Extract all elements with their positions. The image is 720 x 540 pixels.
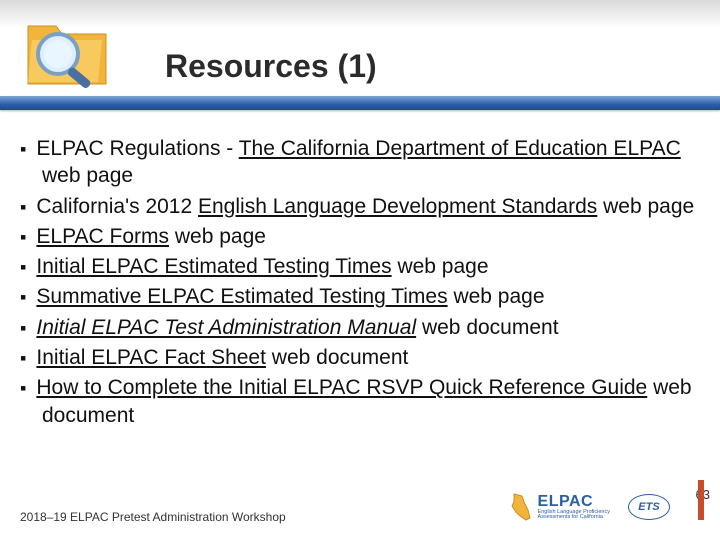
slide-title: Resources (1) — [165, 48, 377, 85]
list-item: Initial ELPAC Estimated Testing Times we… — [20, 253, 700, 280]
resource-link[interactable]: Summative ELPAC Estimated Testing Times — [36, 285, 447, 308]
list-item: Summative ELPAC Estimated Testing Times … — [20, 283, 700, 310]
list-item: Initial ELPAC Fact Sheet web document — [20, 344, 700, 371]
content-area: ELPAC Regulations - The California Depar… — [20, 135, 700, 432]
ets-logo: ETS — [628, 494, 670, 520]
elpac-logo: ELPAC English Language Proficiency Asses… — [508, 492, 610, 522]
california-icon — [508, 492, 534, 522]
list-item: California's 2012 English Language Devel… — [20, 193, 700, 220]
folder-magnifier-icon — [18, 8, 118, 98]
list-item: ELPAC Forms web page — [20, 223, 700, 250]
resource-link[interactable]: Initial ELPAC Estimated Testing Times — [36, 255, 391, 278]
elpac-logo-sub2: Assessments for California — [538, 515, 610, 521]
resource-link[interactable]: Initial ELPAC Fact Sheet — [36, 346, 266, 369]
footer-logos: ELPAC English Language Proficiency Asses… — [508, 492, 670, 522]
resource-link[interactable]: ELPAC Forms — [36, 225, 169, 248]
footer-accent — [698, 480, 704, 520]
list-item: ELPAC Regulations - The California Depar… — [20, 135, 700, 190]
ets-logo-text: ETS — [638, 501, 659, 513]
slide-header: Resources (1) — [0, 0, 720, 110]
resource-link[interactable]: How to Complete the Initial ELPAC RSVP Q… — [36, 376, 647, 399]
resources-list: ELPAC Regulations - The California Depar… — [20, 135, 700, 429]
footer-text: 2018–19 ELPAC Pretest Administration Wor… — [20, 510, 286, 524]
elpac-logo-text: ELPAC — [538, 494, 610, 510]
header-bar — [0, 96, 720, 110]
resource-link[interactable]: The California Department of Education E… — [239, 137, 681, 160]
resource-link[interactable]: Initial ELPAC Test Administration Manual — [36, 316, 416, 339]
list-item: Initial ELPAC Test Administration Manual… — [20, 314, 700, 341]
list-item: How to Complete the Initial ELPAC RSVP Q… — [20, 374, 700, 429]
slide-footer: 2018–19 ELPAC Pretest Administration Wor… — [20, 480, 710, 530]
resource-link[interactable]: English Language Development Standards — [198, 195, 597, 218]
